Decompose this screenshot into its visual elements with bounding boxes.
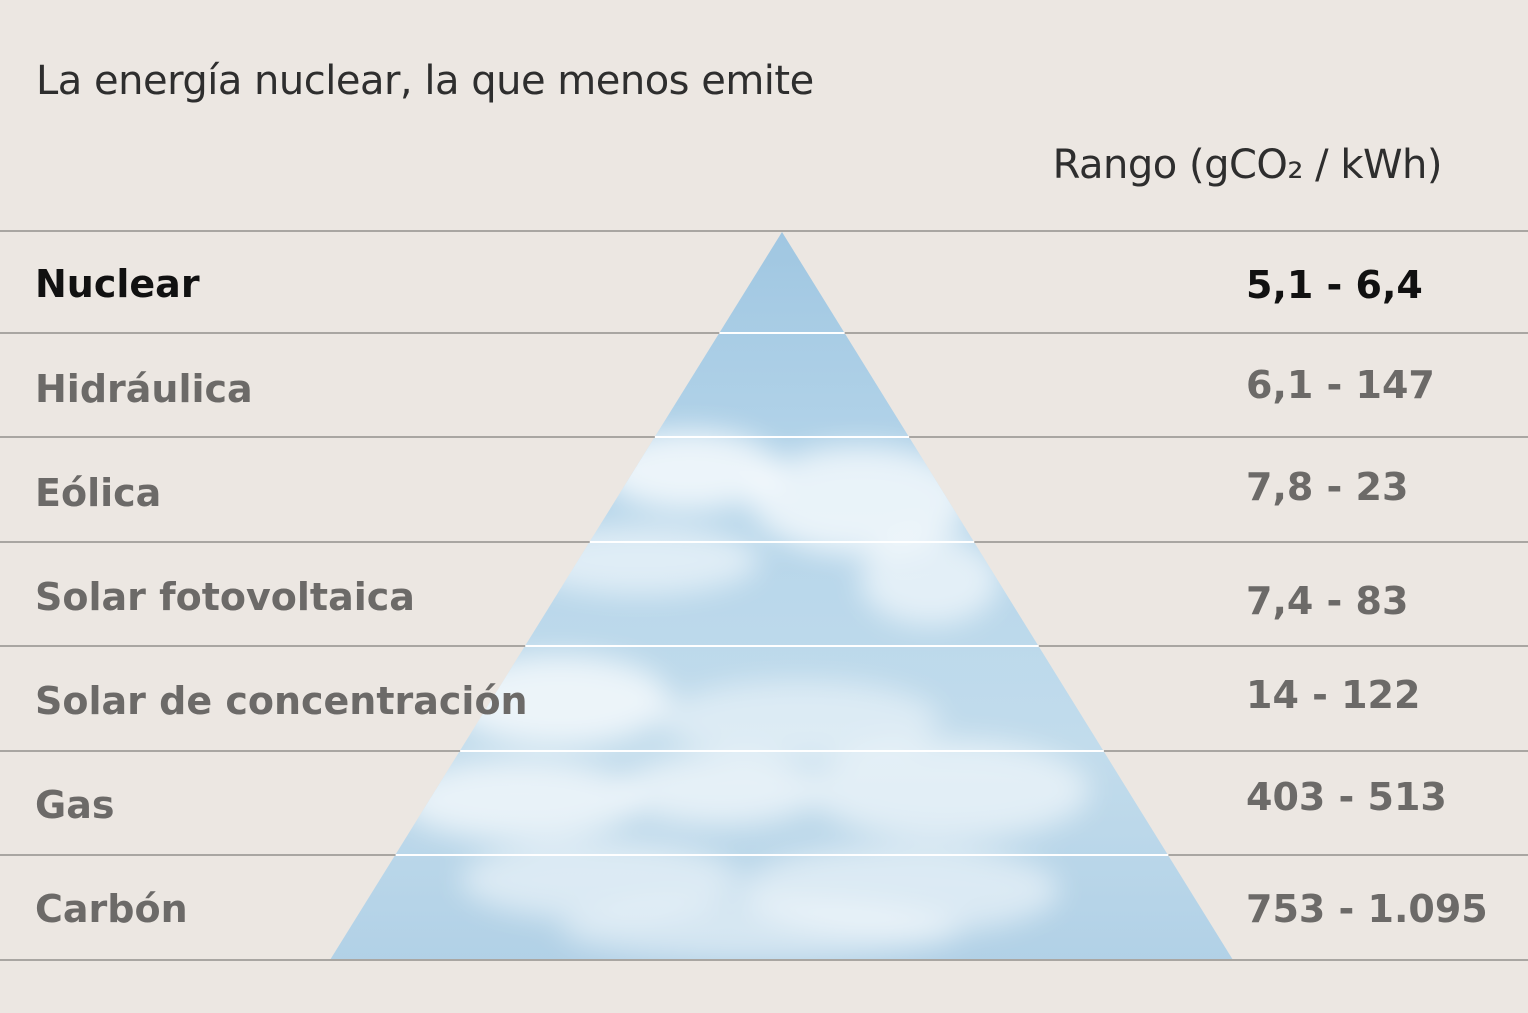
row-label: Gas	[35, 783, 115, 827]
row-value: 14 - 122	[1246, 673, 1421, 717]
row-label: Carbón	[35, 887, 188, 931]
row-label: Solar fotovoltaica	[35, 575, 415, 619]
row-separators	[0, 230, 1528, 961]
range-column-header: Rango (gCO₂ / kWh)	[1052, 142, 1443, 188]
row-value: 753 - 1.095	[1246, 887, 1488, 931]
row-value: 403 - 513	[1246, 775, 1447, 819]
row-value: 5,1 - 6,4	[1246, 263, 1423, 307]
row-value: 6,1 - 147	[1246, 363, 1435, 407]
row-label: Hidráulica	[35, 367, 253, 411]
row-label: Eólica	[35, 471, 162, 515]
row-value: 7,8 - 23	[1246, 465, 1409, 509]
row-label: Solar de concentración	[35, 679, 528, 723]
chart-title: La energía nuclear, la que menos emite	[36, 58, 814, 104]
row-label: Nuclear	[35, 262, 200, 306]
row-value: 7,4 - 83	[1246, 579, 1409, 623]
